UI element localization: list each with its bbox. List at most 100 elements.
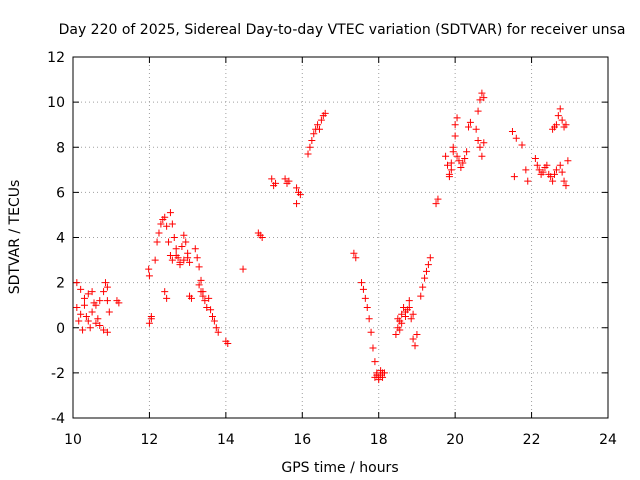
data-point: [358, 279, 366, 287]
data-point: [180, 256, 188, 264]
data-point: [207, 306, 215, 314]
data-point: [172, 252, 180, 260]
data-point: [315, 125, 323, 133]
data-point: [396, 326, 404, 334]
data-point: [480, 139, 488, 147]
data-point: [409, 335, 417, 343]
data-point: [476, 96, 484, 104]
data-point: [268, 175, 276, 183]
data-point: [147, 312, 155, 320]
data-point: [201, 297, 209, 305]
data-point: [377, 367, 385, 375]
data-point: [212, 324, 220, 332]
data-point: [77, 310, 85, 318]
data-point: [472, 125, 480, 133]
data-point: [512, 134, 520, 142]
data-point: [145, 272, 153, 280]
data-point: [409, 310, 417, 318]
data-point: [308, 136, 316, 144]
data-point: [115, 299, 123, 307]
data-point: [367, 328, 375, 336]
y-tick-label: 6: [56, 185, 65, 201]
data-point: [398, 310, 406, 318]
data-point: [86, 324, 94, 332]
data-point: [103, 328, 111, 336]
data-point: [84, 290, 92, 298]
data-point: [359, 285, 367, 293]
data-point: [380, 369, 388, 377]
data-point: [424, 261, 432, 269]
data-point: [178, 243, 186, 251]
data-point: [560, 177, 568, 185]
x-tick-label: 22: [523, 432, 541, 448]
data-point: [447, 166, 455, 174]
data-point: [314, 121, 322, 129]
data-point: [449, 148, 457, 156]
y-tick-label: 0: [56, 321, 65, 337]
data-point: [447, 159, 455, 167]
data-point: [293, 184, 301, 192]
data-point: [476, 143, 484, 151]
data-point: [394, 315, 402, 323]
data-point: [531, 155, 539, 163]
data-point: [463, 148, 471, 156]
y-tick-label: -2: [51, 366, 65, 382]
data-point: [361, 294, 369, 302]
data-point: [459, 159, 467, 167]
data-point: [547, 173, 555, 181]
data-point: [195, 281, 203, 289]
data-point: [451, 121, 459, 129]
data-point: [466, 118, 474, 126]
data-point: [272, 179, 280, 187]
data-point: [203, 303, 211, 311]
data-point: [411, 342, 419, 350]
y-tick-labels: -4 -2 0 2 4 6 8 10 12: [47, 50, 65, 427]
data-point: [518, 141, 526, 149]
data-point: [480, 94, 488, 102]
data-point: [184, 254, 192, 262]
data-point: [161, 288, 169, 296]
x-tick-label: 20: [446, 432, 464, 448]
data-point: [205, 294, 213, 302]
data-point: [73, 303, 81, 311]
data-point: [379, 373, 387, 381]
data-point: [461, 155, 469, 163]
data-point: [552, 166, 560, 174]
data-point: [350, 249, 358, 257]
data-point: [157, 220, 165, 228]
data-point: [88, 288, 96, 296]
data-point: [321, 109, 329, 117]
data-point: [375, 376, 383, 384]
x-axis-label: GPS time / hours: [281, 460, 398, 476]
data-point: [535, 166, 543, 174]
data-point: [90, 299, 98, 307]
data-point: [168, 220, 176, 228]
data-point: [369, 344, 377, 352]
data-point: [562, 182, 570, 190]
data-point: [554, 112, 562, 120]
data-point: [176, 261, 184, 269]
data-point: [556, 105, 564, 113]
data-point: [103, 283, 111, 291]
data-point: [103, 297, 111, 305]
data-point: [478, 152, 486, 160]
data-point: [80, 301, 88, 309]
data-point: [165, 238, 173, 246]
data-point: [199, 292, 207, 300]
data-point: [182, 238, 190, 246]
data-point: [77, 285, 85, 293]
data-point: [73, 279, 81, 287]
data-point: [293, 200, 301, 208]
data-point: [80, 294, 88, 302]
data-point: [556, 161, 564, 169]
data-point: [239, 265, 247, 273]
y-tick-label: 4: [56, 231, 65, 247]
data-point: [405, 303, 413, 311]
data-point: [417, 292, 425, 300]
data-point: [365, 315, 373, 323]
data-point: [153, 238, 161, 246]
data-point: [281, 175, 289, 183]
data-point: [145, 265, 153, 273]
data-point: [407, 315, 415, 323]
data-point: [195, 263, 203, 271]
